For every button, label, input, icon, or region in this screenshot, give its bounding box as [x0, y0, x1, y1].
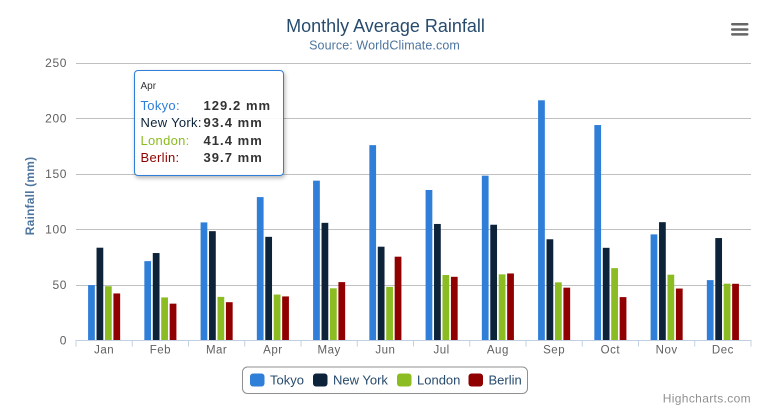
svg-text:Rainfall (mm): Rainfall (mm): [23, 157, 37, 236]
svg-text:Mar: Mar: [206, 345, 227, 357]
svg-text:Jul: Jul: [434, 345, 450, 357]
svg-text:Dec: Dec: [712, 345, 734, 357]
svg-text:May: May: [318, 345, 341, 357]
svg-text:Source: WorldClimate.com: Source: WorldClimate.com: [309, 39, 460, 53]
svg-text:London: London: [417, 373, 460, 388]
svg-text:200: 200: [45, 112, 67, 126]
svg-text:Monthly Average Rainfall: Monthly Average Rainfall: [286, 16, 485, 36]
svg-text:100: 100: [45, 223, 67, 237]
svg-text:0: 0: [60, 334, 67, 348]
svg-text:150: 150: [45, 167, 67, 181]
svg-text:Oct: Oct: [601, 345, 621, 357]
svg-text:Tokyo: Tokyo: [270, 373, 304, 388]
svg-text:Sep: Sep: [543, 345, 565, 357]
svg-text:250: 250: [45, 56, 67, 70]
svg-text:New York: New York: [333, 373, 388, 388]
svg-text:50: 50: [52, 278, 67, 292]
svg-text:Aug: Aug: [487, 345, 509, 357]
svg-text:Apr: Apr: [263, 345, 282, 357]
svg-text:Berlin: Berlin: [489, 373, 522, 388]
svg-text:Nov: Nov: [656, 345, 678, 357]
svg-text:Jan: Jan: [94, 345, 114, 357]
svg-text:Jun: Jun: [375, 345, 395, 357]
svg-text:Highcharts.com: Highcharts.com: [663, 392, 751, 406]
svg-text:Feb: Feb: [150, 345, 171, 357]
